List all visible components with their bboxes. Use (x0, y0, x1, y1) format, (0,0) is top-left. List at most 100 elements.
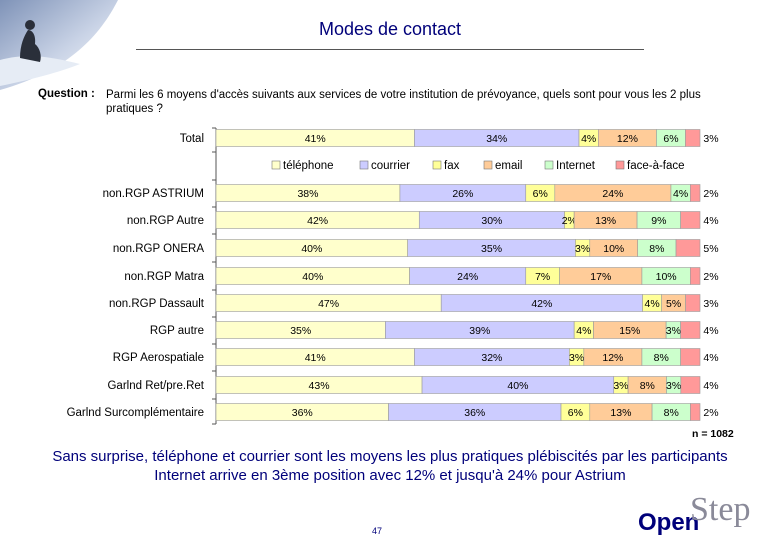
data-label: 15% (619, 325, 640, 337)
data-label: 12% (617, 133, 638, 145)
data-label: 7% (535, 271, 550, 283)
data-label: 2% (703, 271, 718, 283)
data-label: 26% (452, 188, 473, 200)
bar-segment (690, 184, 701, 202)
data-label: 8% (640, 380, 655, 392)
data-label: 41% (305, 352, 326, 364)
data-label: 42% (531, 298, 552, 310)
data-label: 6% (568, 407, 583, 419)
page-number: 47 (372, 526, 383, 536)
bar-segment (675, 239, 701, 257)
legend-label: Internet (556, 160, 596, 172)
legend-swatch (432, 160, 442, 170)
bar-segment (680, 376, 701, 394)
category-label: Garlnd Surcomplémentaire (67, 407, 204, 419)
data-label: 36% (464, 407, 485, 419)
data-label: 3% (666, 380, 681, 392)
data-label: 2% (703, 407, 718, 419)
data-label: 3% (703, 298, 718, 310)
data-label: 3% (575, 243, 590, 255)
data-label: 10% (603, 243, 624, 255)
data-label: 36% (292, 407, 313, 419)
data-label: 13% (595, 215, 616, 227)
data-label: 8% (664, 407, 679, 419)
category-label: RGP Aerospatiale (113, 352, 204, 364)
data-label: 8% (649, 243, 664, 255)
data-label: 35% (481, 243, 502, 255)
legend-swatch (615, 160, 625, 170)
brand-part1: Open (638, 509, 699, 536)
bar-segment (690, 403, 701, 421)
data-label: 24% (457, 271, 478, 283)
data-label: 8% (654, 352, 669, 364)
data-label: 35% (290, 325, 311, 337)
sample-size: n = 1082 (692, 428, 734, 440)
data-label: 39% (469, 325, 490, 337)
conclusion-line-1: Sans surprise, téléphone et courrier son… (52, 448, 728, 465)
data-label: 5% (703, 243, 718, 255)
data-label: 2% (562, 215, 577, 227)
legend-label: téléphone (283, 160, 334, 172)
chart-layer: Total 41% 34% 4% 12% 6% 3% non.RGP ASTRIUM 38% 26… (67, 127, 719, 425)
data-label: 17% (590, 271, 611, 283)
legend-swatch (359, 160, 369, 170)
legend-swatch (483, 160, 493, 170)
category-label: non.RGP Matra (124, 271, 204, 283)
question-text: Parmi les 6 moyens d'accès suivants aux … (106, 89, 701, 115)
header-photo (0, 0, 118, 90)
data-label: 4% (581, 133, 596, 145)
legend-label: fax (444, 160, 460, 172)
category-label: Garlnd Ret/pre.Ret (107, 380, 204, 392)
data-label: 4% (673, 188, 688, 200)
openstep-logo: Open Step (638, 494, 750, 536)
data-label: 4% (703, 380, 718, 392)
category-label: non.RGP Autre (127, 215, 204, 227)
data-label: 3% (703, 133, 718, 145)
data-label: 4% (576, 325, 591, 337)
data-label: 3% (666, 325, 681, 337)
data-label: 5% (666, 298, 681, 310)
data-label: 4% (703, 215, 718, 227)
title-divider (136, 49, 644, 50)
data-label: 9% (651, 215, 666, 227)
legend-label: email (495, 160, 522, 172)
data-label: 3% (569, 352, 584, 364)
data-label: 40% (302, 271, 323, 283)
data-label: 10% (656, 271, 677, 283)
data-label: 34% (486, 133, 507, 145)
data-label: 42% (307, 215, 328, 227)
bar-segment (680, 348, 701, 366)
data-label: 40% (507, 380, 528, 392)
legend-swatch (271, 160, 281, 170)
data-label: 32% (481, 352, 502, 364)
category-label: non.RGP Dassault (109, 298, 205, 310)
bar-segment (680, 211, 701, 229)
data-label: 24% (602, 188, 623, 200)
page-title: Modes de contact (318, 19, 462, 39)
conclusion-text: Sans surprise, téléphone et courrier son… (30, 447, 750, 485)
category-label: Total (180, 133, 204, 145)
legend-label: face-à-face (627, 160, 685, 172)
data-label: 41% (305, 133, 326, 145)
bar-segment (685, 129, 701, 147)
category-label: RGP autre (150, 325, 204, 337)
legend-label: courrier (371, 160, 410, 172)
category-label: non.RGP ONERA (113, 243, 205, 255)
data-label: 4% (703, 325, 718, 337)
data-label: 6% (663, 133, 678, 145)
data-label: 38% (297, 188, 318, 200)
bar-segment (680, 321, 701, 339)
conclusion-line-2: Internet arrive en 3ème position avec 12… (154, 467, 626, 484)
data-label: 30% (481, 215, 502, 227)
data-label: 6% (533, 188, 548, 200)
bar-segment (685, 294, 701, 312)
question-label: Question : (38, 88, 95, 100)
data-label: 47% (318, 298, 339, 310)
data-label: 4% (703, 352, 718, 364)
data-label: 4% (644, 298, 659, 310)
data-label: 40% (301, 243, 322, 255)
brand-part2: Step (690, 494, 750, 528)
legend-swatch (544, 160, 554, 170)
data-label: 3% (613, 380, 628, 392)
